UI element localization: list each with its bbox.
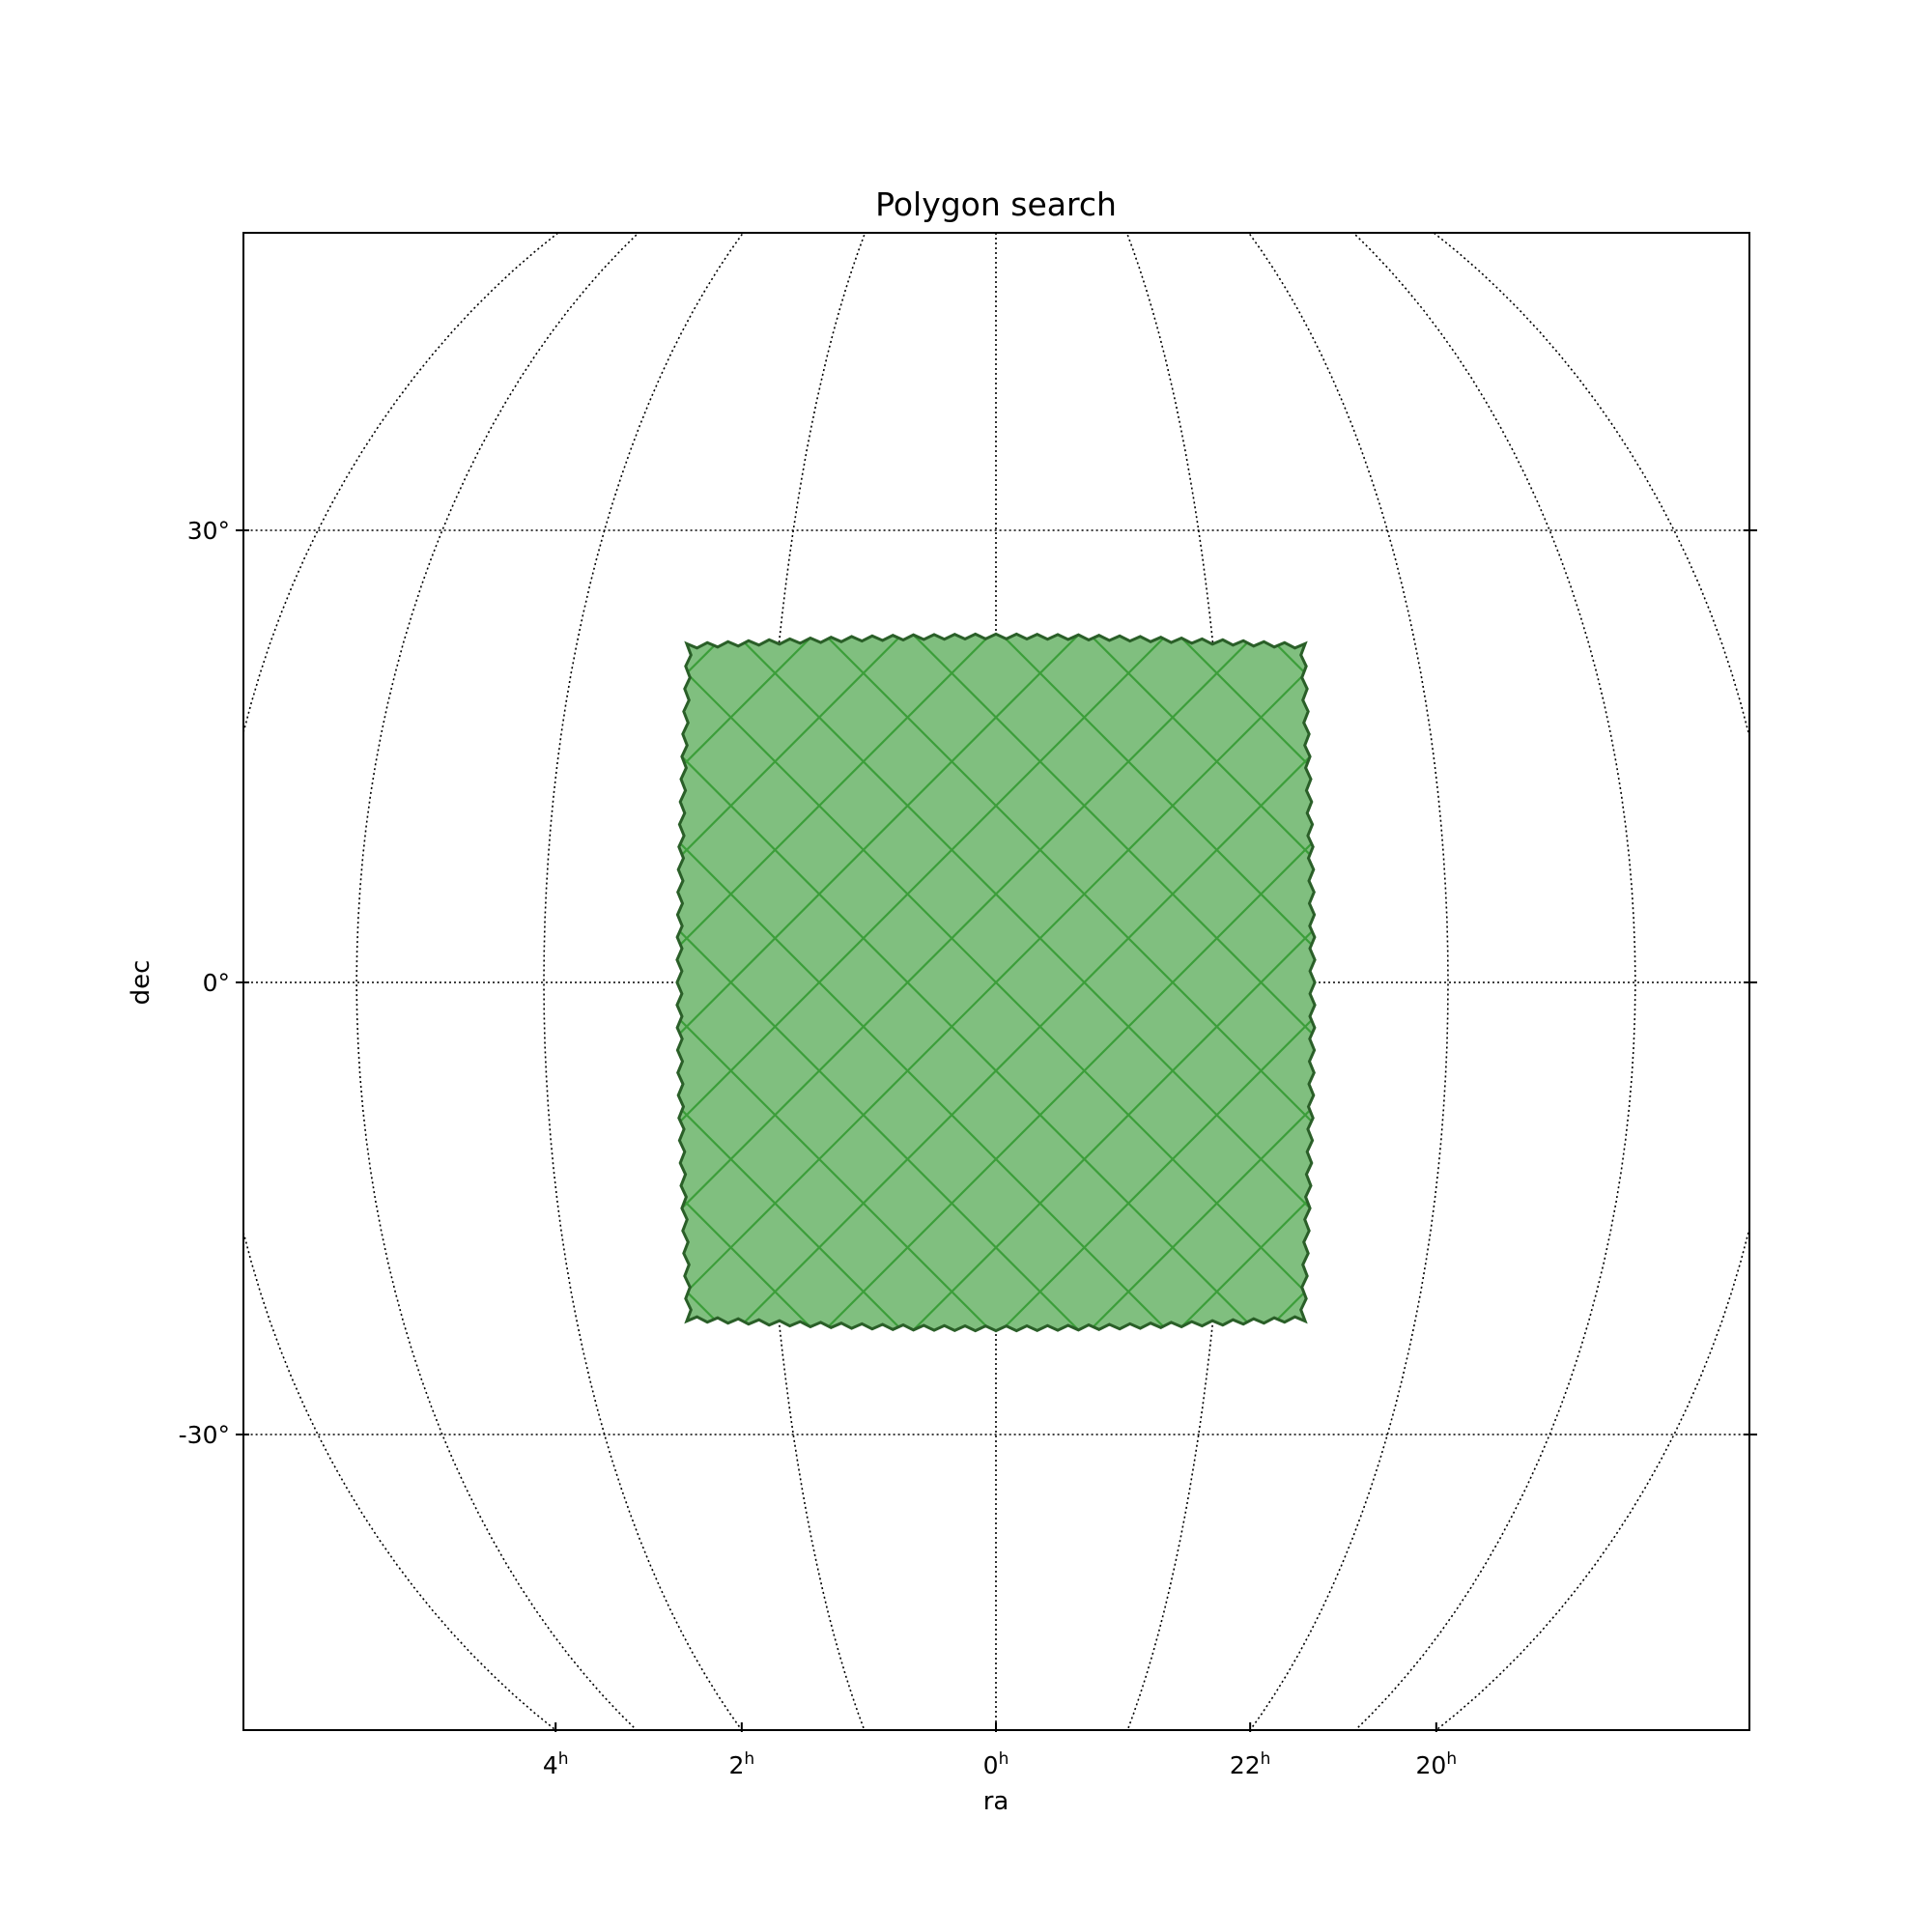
y-tick-label: 0° xyxy=(203,969,230,997)
cell-edge xyxy=(676,634,1316,1331)
cell-edge xyxy=(1282,634,1316,1331)
cell-edge xyxy=(676,634,1316,1331)
region-cell-mesh xyxy=(676,634,1316,1331)
region-outline xyxy=(675,632,1317,1333)
x-tick-label: 22h xyxy=(1230,1749,1271,1779)
x-tick-label: 0h xyxy=(983,1749,1009,1779)
cell-edge xyxy=(676,634,1316,1331)
y-axis-title: dec xyxy=(127,960,156,1006)
axis-ticks: 4h 2h 0h 22h 20h 30° 0° -30° xyxy=(179,517,1757,1779)
cell-edge xyxy=(676,634,1316,1331)
chart-title: Polygon search xyxy=(875,185,1117,223)
cell-edge xyxy=(1282,634,1316,1331)
x-axis-title: ra xyxy=(983,1787,1009,1816)
y-tick-label: -30° xyxy=(179,1421,230,1449)
y-tick-label: 30° xyxy=(187,517,230,545)
x-tick-label: 20h xyxy=(1416,1749,1458,1779)
x-tick-label: 2h xyxy=(728,1749,754,1779)
cell-edge xyxy=(676,634,1316,1331)
polygon-region xyxy=(675,632,1317,1333)
x-tick-label: 4h xyxy=(543,1749,569,1779)
cell-edge xyxy=(676,634,1316,1331)
cell-edge xyxy=(676,634,1316,1331)
